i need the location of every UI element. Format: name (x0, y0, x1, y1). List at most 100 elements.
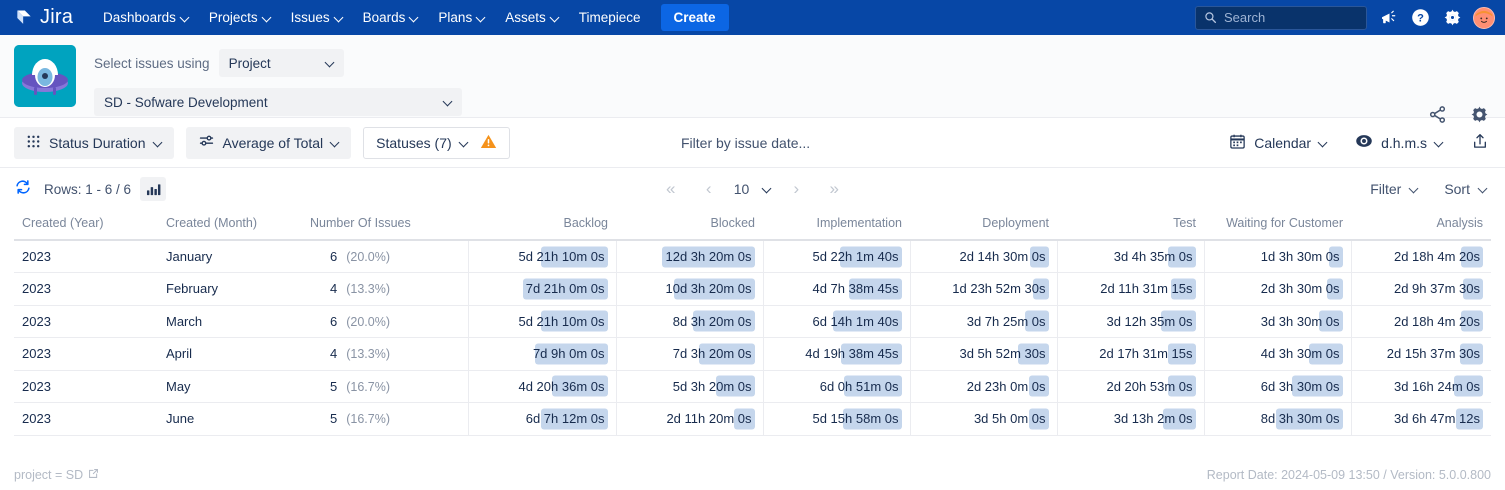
avatar[interactable] (1473, 6, 1495, 29)
nav-item-boards[interactable]: Boards (353, 4, 429, 31)
jql-query-text: project = SD (14, 468, 84, 482)
table-row[interactable]: 2023 March 6 (20.0%) 5d 21h 10m 0s 8d 3h 20m … (14, 305, 1491, 338)
duration-bar (1276, 408, 1343, 430)
nav-item-assets[interactable]: Assets (495, 4, 569, 31)
duration-value: 4d 3h 30m 0s (1258, 343, 1343, 365)
table-row[interactable]: 2023 May 5 (16.7%) 4d 20h 36m 0s 5d 3h 20m 0s… (14, 370, 1491, 403)
duration-value: 2d 18h 4m 20s (1391, 310, 1483, 332)
duration-value: 2d 11h 31m 15s (1097, 278, 1196, 300)
table-row[interactable]: 2023 January 6 (20.0%) 5d 21h 10m 0s 12d 3h 2… (14, 240, 1491, 273)
duration-value: 6d 3h 30m 0s (1258, 375, 1343, 397)
duration-value: 7d 21h 0m 0s (522, 278, 608, 300)
first-page-button[interactable]: « (665, 179, 676, 198)
next-page-button[interactable]: › (793, 179, 800, 198)
nav-item-timepiece[interactable]: Timepiece (569, 4, 651, 31)
cell-analysis: 3d 6h 47m 12s (1350, 402, 1491, 436)
sort-button[interactable]: Sort (1444, 181, 1487, 197)
nav-item-projects[interactable]: Projects (199, 4, 281, 31)
column-header-implementation[interactable]: Implementation (763, 210, 910, 241)
jql-query-link[interactable]: project = SD (14, 468, 99, 482)
cell-number-of-issues: 6 (20.0%) (302, 305, 468, 338)
prev-page-button[interactable]: ‹ (705, 179, 712, 198)
export-button[interactable] (1457, 132, 1491, 153)
duration-text: 5d 15h 58m 0s (812, 411, 899, 427)
search-input[interactable]: Search (1195, 5, 1367, 30)
duration-value: 5d 22h 1m 40s (809, 246, 902, 267)
duration-value: 2d 23h 0m 0s (964, 375, 1049, 397)
nav-item-plans[interactable]: Plans (428, 4, 495, 31)
duration-text: 1d 3h 30m 0s (1260, 249, 1340, 264)
column-header-test[interactable]: Test (1057, 210, 1204, 241)
date-filter-input[interactable]: Filter by issue date... (681, 134, 811, 151)
issue-source-select[interactable]: Project (218, 49, 344, 77)
time-format-label: d.h.m.s (1381, 134, 1427, 151)
column-header-deployment[interactable]: Deployment (910, 210, 1057, 241)
jira-logo[interactable]: Jira (14, 6, 73, 29)
cell-blocked: 12d 3h 20m 0s (615, 240, 763, 273)
cell-implementation: 4d 19h 38m 45s (762, 337, 910, 371)
column-header-number-of-issues[interactable]: Number Of Issues (302, 210, 468, 241)
nav-item-dashboards[interactable]: Dashboards (93, 4, 199, 31)
cell-waiting-for-customer: 2d 3h 30m 0s (1203, 272, 1351, 306)
duration-value: 2d 15h 37m 30s (1384, 343, 1483, 365)
table-row[interactable]: 2023 April 4 (13.3%) 7d 9h 0m 0s 7d 3h 20m 0s… (14, 337, 1491, 371)
table-row[interactable]: 2023 June 5 (16.7%) 6d 7h 12m 0s 2d 11h 20m 0… (14, 402, 1491, 436)
column-header-created-month[interactable]: Created (Month) (158, 210, 302, 241)
last-page-button[interactable]: » (829, 179, 840, 198)
cell-test: 3d 12h 35m 0s (1056, 305, 1204, 338)
duration-bar (1030, 246, 1049, 267)
cell-analysis: 2d 15h 37m 30s (1350, 337, 1491, 371)
cell-deployment: 1d 23h 52m 30s (909, 272, 1057, 306)
issues-percent: (20.0%) (346, 250, 391, 264)
duration-value: 6d 14h 1m 40s (809, 310, 902, 332)
nav-item-issues[interactable]: Issues (281, 4, 353, 31)
cell-backlog: 5d 21h 10m 0s (467, 240, 616, 273)
share-icon[interactable] (1428, 105, 1447, 129)
report-type-button[interactable]: Status Duration (14, 126, 174, 159)
filter-button[interactable]: Filter (1370, 181, 1418, 197)
search-icon (1205, 12, 1217, 24)
chevron-down-icon (154, 139, 162, 147)
duration-text: 2d 20h 53m 0s (1106, 378, 1193, 394)
cell-deployment: 2d 14h 30m 0s (909, 240, 1057, 273)
bar-chart-icon[interactable] (140, 177, 167, 201)
help-icon[interactable]: ? (1409, 7, 1431, 29)
cell-number-of-issues: 6 (20.0%) (302, 240, 468, 273)
duration-value: 3d 13h 2m 0s (1111, 408, 1196, 430)
duration-bar (1460, 343, 1483, 365)
settings-icon[interactable] (1441, 7, 1463, 29)
time-format-button[interactable]: d.h.m.s (1341, 132, 1457, 153)
duration-value: 6d 0h 51m 0s (817, 375, 902, 397)
duration-text: 2d 23h 0m 0s (966, 378, 1046, 394)
duration-text: 3d 7h 25m 0s (966, 313, 1046, 329)
cell-backlog: 7d 21h 0m 0s (467, 272, 616, 306)
duration-text: 7d 9h 0m 0s (532, 346, 605, 362)
column-header-waiting-for-customer[interactable]: Waiting for Customer (1204, 210, 1351, 241)
column-header-backlog[interactable]: Backlog (468, 210, 616, 241)
column-header-analysis[interactable]: Analysis (1351, 210, 1491, 241)
duration-text: 2d 14h 30m 0s (959, 249, 1046, 264)
calendar-button[interactable]: Calendar (1215, 133, 1341, 153)
megaphone-icon[interactable] (1377, 7, 1399, 29)
header-actions (1428, 105, 1489, 129)
duration-value: 3d 5h 0m 0s (971, 408, 1049, 430)
duration-bar (541, 310, 608, 332)
page-size-select[interactable]: 10 (728, 181, 778, 197)
statuses-button[interactable]: Statuses (7) (363, 126, 510, 159)
duration-value: 12d 3h 20m 0s (662, 246, 755, 267)
create-button[interactable]: Create (660, 4, 729, 31)
cell-created-month: March (158, 305, 302, 338)
app-logo-icon (14, 45, 76, 107)
refresh-icon[interactable] (14, 178, 32, 201)
gear-icon[interactable] (1470, 105, 1489, 129)
top-nav-right-actions: Search ? (1195, 5, 1495, 30)
duration-bar (1029, 408, 1049, 430)
aggregation-button[interactable]: Average of Total (185, 126, 352, 159)
cell-blocked: 2d 11h 20m 0s (615, 402, 763, 436)
column-header-created-year[interactable]: Created (Year) (14, 210, 158, 241)
column-header-blocked[interactable]: Blocked (616, 210, 763, 241)
duration-value: 3d 5h 52m 30s (956, 343, 1049, 365)
project-select[interactable]: SD - Sofware Development (94, 88, 462, 116)
chevron-down-icon (1479, 185, 1487, 193)
table-row[interactable]: 2023 February 4 (13.3%) 7d 21h 0m 0s 10d 3h 2… (14, 272, 1491, 306)
